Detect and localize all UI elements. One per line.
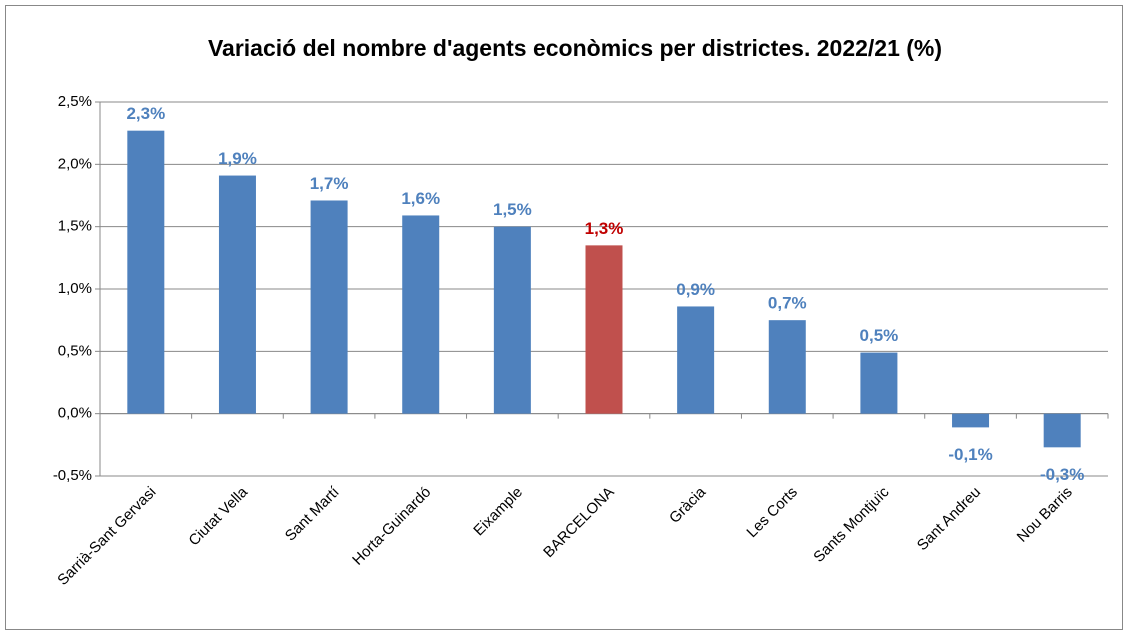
y-tick-label: 2,0%	[58, 155, 92, 172]
value-label: 1,5%	[493, 200, 532, 219]
y-tick-label: 2,5%	[58, 93, 92, 110]
y-tick-label: -0,5%	[53, 467, 92, 484]
bar	[768, 320, 806, 414]
y-tick-label: 0,0%	[58, 405, 92, 422]
value-label: 2,3%	[126, 104, 165, 123]
bar	[127, 130, 165, 414]
chart-border	[5, 5, 1123, 630]
value-label: -0,1%	[948, 445, 992, 464]
value-label: 0,7%	[768, 294, 807, 313]
value-label: 0,9%	[676, 280, 715, 299]
value-label: 1,6%	[401, 189, 440, 208]
value-label: 0,5%	[860, 326, 899, 345]
value-label: 1,3%	[585, 219, 624, 238]
bar	[493, 226, 531, 414]
bar	[860, 352, 898, 414]
value-label: -0,3%	[1040, 465, 1084, 484]
chart-title: Variació del nombre d'agents econòmics p…	[208, 35, 942, 61]
y-tick-label: 0,5%	[58, 342, 92, 359]
bar	[1043, 413, 1081, 448]
bar	[952, 413, 990, 428]
bar	[310, 200, 348, 414]
y-tick-label: 1,5%	[58, 218, 92, 235]
bar	[218, 175, 256, 414]
y-tick-label: 1,0%	[58, 280, 92, 297]
bar	[585, 245, 623, 414]
bar	[677, 306, 715, 414]
bar	[402, 215, 440, 414]
value-label: 1,7%	[310, 174, 349, 193]
value-label: 1,9%	[218, 149, 257, 168]
